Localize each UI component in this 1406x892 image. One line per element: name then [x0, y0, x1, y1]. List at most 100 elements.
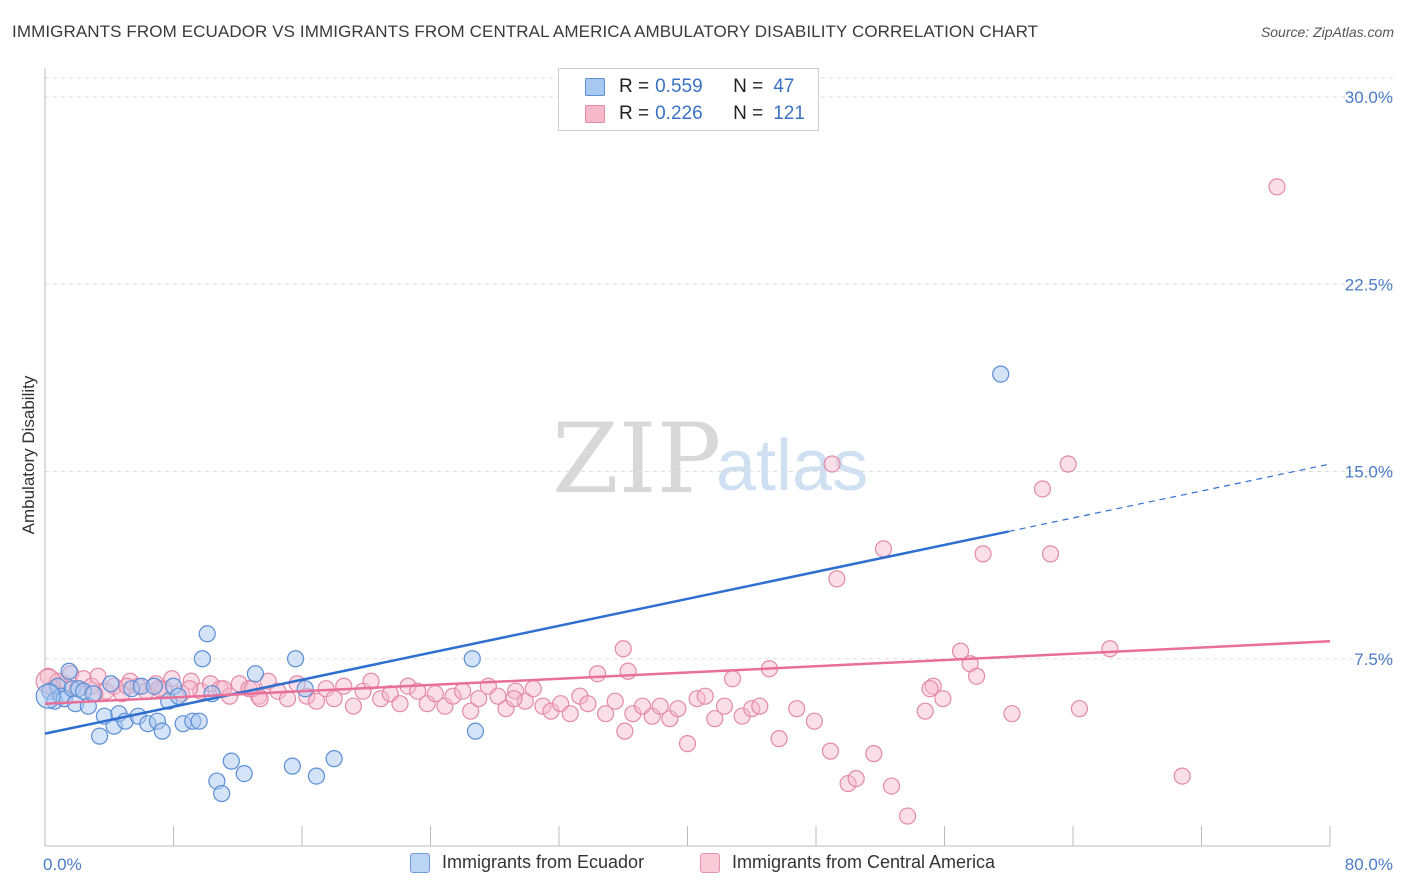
- data-point-ecuador: [198, 625, 216, 643]
- data-point-central-america: [651, 697, 669, 715]
- data-point-central-america: [974, 545, 992, 563]
- data-point-ecuador: [235, 764, 253, 783]
- data-point-ecuador: [153, 722, 171, 740]
- data-point-central-america: [1173, 767, 1191, 785]
- data-point-central-america: [614, 640, 632, 658]
- legend-n-label: N =: [733, 76, 764, 97]
- legend-item-ecuador: Immigrants from Ecuador: [410, 852, 644, 873]
- data-point-central-america: [924, 677, 942, 695]
- data-point-central-america: [251, 690, 269, 708]
- legend-r-value: 0.559: [655, 76, 703, 97]
- data-point-central-america: [616, 722, 634, 740]
- y-tick-label: 30.0%: [1345, 88, 1393, 107]
- data-point-central-america: [579, 695, 597, 713]
- data-point-central-america: [524, 680, 542, 698]
- trend-line-central-america: [44, 640, 1331, 705]
- watermark: ZIP atlas: [552, 403, 868, 515]
- y-tick-label: 7.5%: [1354, 650, 1393, 669]
- data-point-central-america: [823, 455, 841, 473]
- data-point-central-america: [89, 667, 107, 685]
- data-point-ecuador: [283, 757, 301, 775]
- data-point-central-america: [1033, 480, 1052, 498]
- data-point-ecuador: [286, 650, 305, 668]
- data-point-central-america: [505, 690, 523, 708]
- data-point-ecuador: [84, 685, 102, 703]
- data-point-central-america: [588, 665, 607, 683]
- series-ecuador-points: [35, 365, 1010, 803]
- data-point-ecuador: [466, 722, 485, 740]
- data-point-central-america: [678, 735, 697, 753]
- data-point-central-america: [516, 692, 534, 710]
- data-point-central-america: [335, 677, 353, 695]
- data-point-ecuador: [213, 784, 231, 803]
- data-point-central-america: [1003, 705, 1021, 723]
- gridlines: [45, 77, 1395, 660]
- axes: [44, 68, 1331, 847]
- data-point-ecuador: [296, 680, 314, 698]
- data-point-central-america: [362, 672, 380, 690]
- legend-item-central-america: Immigrants from Central America: [700, 852, 995, 873]
- data-point-central-america: [847, 769, 865, 788]
- data-point-central-america: [1041, 545, 1060, 563]
- data-point-central-america: [770, 730, 788, 748]
- data-point-ecuador: [145, 677, 163, 695]
- data-point-ecuador: [307, 767, 326, 785]
- series-legend: Immigrants from Ecuador Immigrants from …: [0, 852, 1406, 878]
- data-point-central-america: [898, 807, 917, 825]
- y-tick-labels: 7.5% 15.0% 22.5% 30.0%: [1345, 88, 1393, 669]
- data-point-central-america: [669, 700, 687, 718]
- data-point-central-america: [723, 670, 742, 688]
- data-point-ecuador: [246, 665, 265, 683]
- legend-swatch-central-america: [700, 852, 720, 873]
- stats-legend: R = 0.559 N = 47 R = 0.226 N = 121: [558, 68, 819, 131]
- source-credit: Source: ZipAtlas.com: [1260, 24, 1394, 40]
- trend-line-ecuador: [44, 530, 1010, 735]
- data-point-central-america: [561, 705, 579, 723]
- data-point-central-america: [916, 702, 934, 720]
- data-point-ecuador: [325, 750, 343, 768]
- watermark-atlas: atlas: [716, 426, 868, 506]
- data-point-ecuador: [193, 650, 212, 668]
- data-point-central-america: [606, 692, 624, 710]
- data-point-central-america: [821, 742, 840, 760]
- data-point-central-america: [788, 700, 806, 718]
- data-point-central-america: [934, 690, 952, 708]
- data-point-central-america: [874, 540, 893, 558]
- trend-lines: [44, 463, 1331, 735]
- legend-row-ecuador: R = 0.559 N = 47: [585, 75, 794, 99]
- legend-n-label: N =: [733, 103, 764, 124]
- y-axis-label: Ambulatory Disability: [19, 375, 38, 534]
- data-point-central-america: [444, 687, 462, 705]
- chart-title: IMMIGRANTS FROM ECUADOR VS IMMIGRANTS FR…: [12, 22, 1039, 41]
- data-point-central-america: [805, 712, 823, 730]
- trend-line-ecuador-extension: [1008, 463, 1331, 533]
- data-point-central-america: [344, 697, 362, 715]
- data-point-central-america: [715, 697, 734, 715]
- legend-swatch-ecuador: [585, 78, 605, 96]
- legend-swatch-ecuador: [410, 852, 430, 873]
- legend-n-value: 47: [773, 76, 795, 97]
- series-central-america-points: [35, 178, 1286, 825]
- data-point-ecuador: [222, 752, 240, 770]
- data-point-ecuador: [60, 662, 78, 680]
- data-point-central-america: [391, 695, 409, 713]
- data-point-central-america: [751, 697, 769, 715]
- legend-r-value: 0.226: [655, 103, 703, 124]
- legend-row-central-america: R = 0.226 N = 121: [585, 102, 805, 126]
- data-point-ecuador: [190, 712, 208, 730]
- data-point-central-america: [921, 680, 939, 698]
- legend-label-ecuador: Immigrants from Ecuador: [442, 852, 645, 872]
- data-point-ecuador: [102, 675, 120, 693]
- data-point-central-america: [372, 690, 390, 708]
- data-point-ecuador: [91, 727, 109, 745]
- data-point-central-america: [1268, 178, 1286, 196]
- data-point-central-america: [454, 682, 472, 700]
- data-point-central-america: [462, 702, 480, 720]
- legend-r-label: R =: [619, 76, 650, 97]
- data-point-central-america: [882, 777, 901, 795]
- data-point-central-america: [1059, 455, 1077, 473]
- watermark-zip: ZIP: [552, 403, 721, 515]
- x-tick-label: 0.0%: [43, 855, 82, 874]
- data-point-ecuador: [992, 365, 1010, 383]
